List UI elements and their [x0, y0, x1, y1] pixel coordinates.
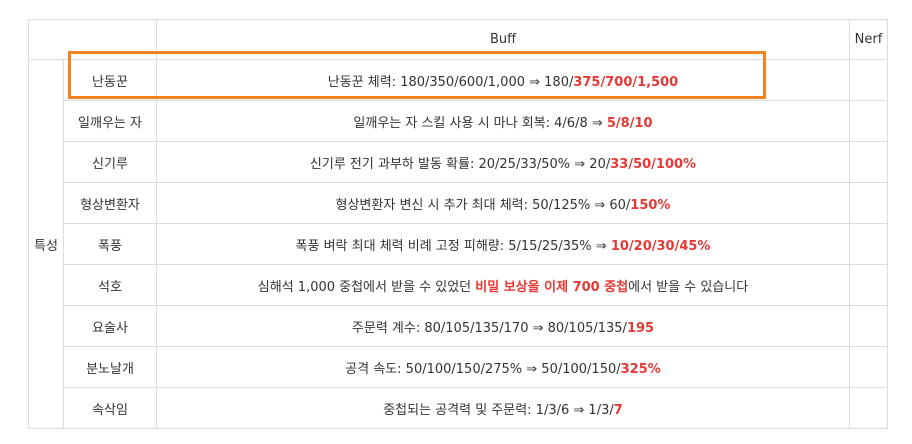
- buffed-value: 375/700/1,500: [573, 74, 679, 90]
- buff-description: 신기루 전기 과부하 발동 확률: 20/25/33/50% ⇒ 20/33/5…: [156, 141, 850, 183]
- nerf-cell: [849, 100, 888, 142]
- description-text: 신기루 전기 과부하 발동 확률: 20/25/33/50% ⇒ 20/: [309, 156, 611, 172]
- description-text: 형상변환자 변신 시 추가 최대 체력: 50/125% ⇒ 60/: [335, 197, 631, 213]
- table-row: 속삭임 중첩되는 공격력 및 주문력: 1/3/6 ⇒ 1/3/7: [29, 387, 888, 429]
- header-buff: Buff: [156, 19, 850, 60]
- table-body: 특성 난동꾼 난동꾼 체력: 180/350/600/1,000 ⇒ 180/375…: [28, 59, 888, 429]
- table-row: 폭풍 폭풍 벼락 최대 체력 비례 고정 피해량: 5/15/25/35% ⇒ 1…: [29, 223, 888, 265]
- header-empty-cell: [28, 19, 157, 60]
- category-cell: 특성: [28, 59, 64, 429]
- table-row: 분노날개 공격 속도: 50/100/150/275% ⇒ 50/100/150/…: [29, 346, 888, 388]
- buffed-value: 150%: [630, 197, 671, 213]
- trait-name: 형상변환자: [63, 182, 157, 224]
- trait-name: 폭풍: [63, 223, 157, 265]
- table-row: 특성 난동꾼 난동꾼 체력: 180/350/600/1,000 ⇒ 180/375…: [28, 59, 888, 429]
- buff-description: 폭풍 벼락 최대 체력 비례 고정 피해량: 5/15/25/35% ⇒ 10/…: [156, 223, 850, 265]
- header-nerf: Nerf: [849, 19, 888, 60]
- description-text: 일깨우는 자 스킬 사용 시 마나 회복: 4/6/8 ⇒: [353, 115, 607, 131]
- buff-description: 공격 속도: 50/100/150/275% ⇒ 50/100/150/325%: [156, 346, 850, 388]
- nerf-cell: [849, 223, 888, 265]
- description-text: 폭풍 벼락 최대 체력 비례 고정 피해량: 5/15/25/35% ⇒: [295, 238, 611, 254]
- table-row: 신기루 신기루 전기 과부하 발동 확률: 20/25/33/50% ⇒ 20/3…: [29, 141, 888, 183]
- description-text: 에서 받을 수 있습니다: [628, 279, 749, 295]
- buffed-value: 33/50/100%: [610, 156, 697, 172]
- header-row: Buff Nerf: [28, 19, 888, 60]
- buffed-value: 5/8/10: [606, 115, 653, 131]
- table-row: 요술사 주문력 계수: 80/105/135/170 ⇒ 80/105/135/1…: [29, 305, 888, 347]
- trait-name: 난동꾼: [63, 59, 157, 101]
- buff-description: 심해석 1,000 중첩에서 받을 수 있었던 비밀 보상을 이제 700 중첩…: [156, 264, 850, 306]
- nerf-cell: [849, 305, 888, 347]
- trait-name: 일깨우는 자: [63, 100, 157, 142]
- nerf-cell: [849, 182, 888, 224]
- buff-description: 일깨우는 자 스킬 사용 시 마나 회복: 4/6/8 ⇒ 5/8/10: [156, 100, 850, 142]
- description-text: 주문력 계수: 80/105/135/170 ⇒ 80/105/135/: [351, 320, 627, 336]
- description-text: 심해석 1,000 중첩에서 받을 수 있었던: [257, 279, 476, 295]
- table-row: 석호 심해석 1,000 중첩에서 받을 수 있었던 비밀 보상을 이제 700 …: [29, 264, 888, 306]
- buff-description: 형상변환자 변신 시 추가 최대 체력: 50/125% ⇒ 60/150%: [156, 182, 850, 224]
- buffed-value: 10/20/30/45%: [610, 238, 711, 254]
- nerf-cell: [849, 59, 888, 101]
- trait-name: 신기루: [63, 141, 157, 183]
- patch-notes-table: Buff Nerf 특성 난동꾼 난동꾼 체력: 180/350/600/1,000…: [28, 19, 888, 429]
- buffed-value: 7: [613, 402, 623, 418]
- nerf-cell: [849, 387, 888, 429]
- table-row: 형상변환자 형상변환자 변신 시 추가 최대 체력: 50/125% ⇒ 60/1…: [29, 182, 888, 224]
- description-text: 중첩되는 공격력 및 주문력: 1/3/6 ⇒ 1/3/: [383, 402, 614, 418]
- trait-name: 속삭임: [63, 387, 157, 429]
- buffed-value: 비밀 보상을 이제 700 중첩: [475, 279, 629, 295]
- trait-name: 석호: [63, 264, 157, 306]
- trait-name: 분노날개: [63, 346, 157, 388]
- buff-description: 주문력 계수: 80/105/135/170 ⇒ 80/105/135/195: [156, 305, 850, 347]
- nerf-cell: [849, 346, 888, 388]
- buffed-value: 195: [626, 320, 655, 336]
- buff-description: 난동꾼 체력: 180/350/600/1,000 ⇒ 180/375/700/…: [156, 59, 850, 101]
- nerf-cell: [849, 141, 888, 183]
- table-row: 일깨우는 자 일깨우는 자 스킬 사용 시 마나 회복: 4/6/8 ⇒ 5/8/…: [29, 100, 888, 142]
- nerf-cell: [849, 264, 888, 306]
- description-text: 공격 속도: 50/100/150/275% ⇒ 50/100/150/: [345, 361, 621, 377]
- buff-description: 중첩되는 공격력 및 주문력: 1/3/6 ⇒ 1/3/7: [156, 387, 850, 429]
- trait-name: 요술사: [63, 305, 157, 347]
- description-text: 난동꾼 체력: 180/350/600/1,000 ⇒ 180/: [327, 74, 574, 90]
- buffed-value: 325%: [620, 361, 661, 377]
